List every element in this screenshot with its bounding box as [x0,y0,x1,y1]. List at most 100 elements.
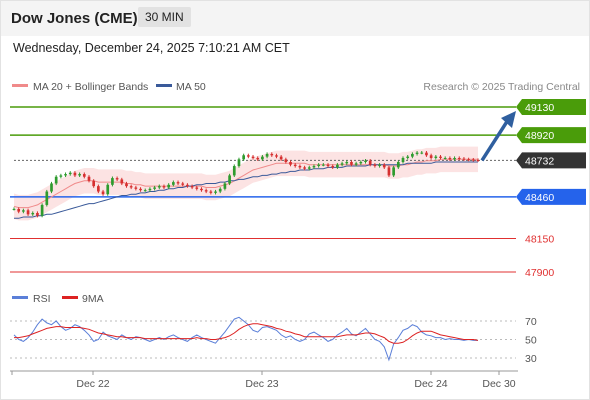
candle [92,179,96,188]
ma50-legend-swatch [156,84,172,87]
rsi-tick-label: 70 [525,316,537,328]
candle [429,153,433,160]
candle [22,208,25,214]
candle [289,160,292,167]
candle [321,163,325,167]
candle [111,176,114,187]
candle [425,151,428,157]
x-tick-label: Dec 22 [76,378,109,390]
candle [228,173,231,186]
candle [125,181,128,188]
level-label-49130: 49130 [525,102,554,114]
candle [382,163,386,169]
candle [167,183,171,190]
candle [97,184,100,194]
candle [326,163,330,168]
candle [64,172,67,178]
candle [223,181,227,191]
candle [87,175,91,183]
candle [406,155,410,160]
x-axis: Dec 22 Dec 23 Dec 24 Dec 30 [11,371,516,390]
rsi-legend-label: RSI [33,293,51,305]
candle [270,152,274,157]
ma50-legend-label: MA 50 [176,81,206,93]
candle [12,207,16,211]
candle [17,207,21,214]
candle [176,180,180,186]
credit-text: Research © 2025 Trading Central [423,81,580,93]
candle [214,189,217,195]
candle [162,184,166,190]
candle [40,203,44,218]
candle [36,211,39,218]
rsi-tick-label: 30 [525,353,537,365]
moving-averages [13,158,478,219]
candle [181,181,185,187]
candle [359,160,363,165]
candle [195,185,199,191]
candle [350,160,353,167]
candle [115,176,119,182]
candle [78,172,81,178]
candle [317,163,320,168]
rsi-panel: 70 50 30 [10,316,537,365]
candle [307,165,311,171]
level-tag-49130 [516,99,586,115]
candle [443,156,447,160]
candle [457,156,461,161]
candle [284,157,288,164]
candle [247,153,250,159]
candle [120,177,124,186]
rsi-tick-label: 50 [525,335,537,347]
candle [345,160,349,165]
candle [411,152,414,159]
level-label-48150: 48150 [525,233,554,245]
candle [448,156,452,161]
timeframe-badge[interactable]: 30 MIN [138,7,191,27]
x-tick-label: Dec 24 [414,378,447,390]
candle [256,156,260,161]
candle [101,189,105,196]
candle [467,157,470,162]
candle [50,181,53,194]
forecast-arrow [480,111,516,162]
ma50-line [14,161,478,219]
candle [265,152,269,159]
ma20-legend-label: MA 20 + Bollinger Bands [33,81,148,93]
candle [336,163,339,169]
candle [59,173,63,179]
candle [148,187,152,192]
header-bar [1,1,589,36]
level-label-48460: 48460 [525,192,554,204]
instrument-title: Dow Jones (CME) [11,10,138,27]
datetime-label: Wednesday, December 24, 2025 7:10:21 AM … [13,41,290,55]
candle [279,155,283,161]
forecast-arrow-shaft [480,119,510,162]
candle [237,157,241,168]
candle [298,164,302,169]
candle [462,157,466,161]
candle [172,180,175,187]
candle [204,188,208,194]
price-levels: 49130 48920 48732 48460 48150 47900 [10,99,586,279]
ma20-legend-swatch [12,84,28,87]
level-tag-48460 [516,188,586,205]
candle [439,155,442,160]
candle [45,189,49,207]
candle [73,171,77,178]
candle [303,165,306,171]
candle [251,155,255,160]
candle [218,187,222,194]
candle [31,211,35,216]
candle [190,184,194,190]
candle [106,183,110,196]
candle [200,187,203,192]
candle [293,163,297,168]
rsi-line [13,316,478,362]
candle [340,161,344,167]
candle [420,151,424,155]
candle [434,155,438,160]
candle [453,156,456,161]
level-label-48920: 48920 [525,130,554,142]
candle [275,153,278,159]
